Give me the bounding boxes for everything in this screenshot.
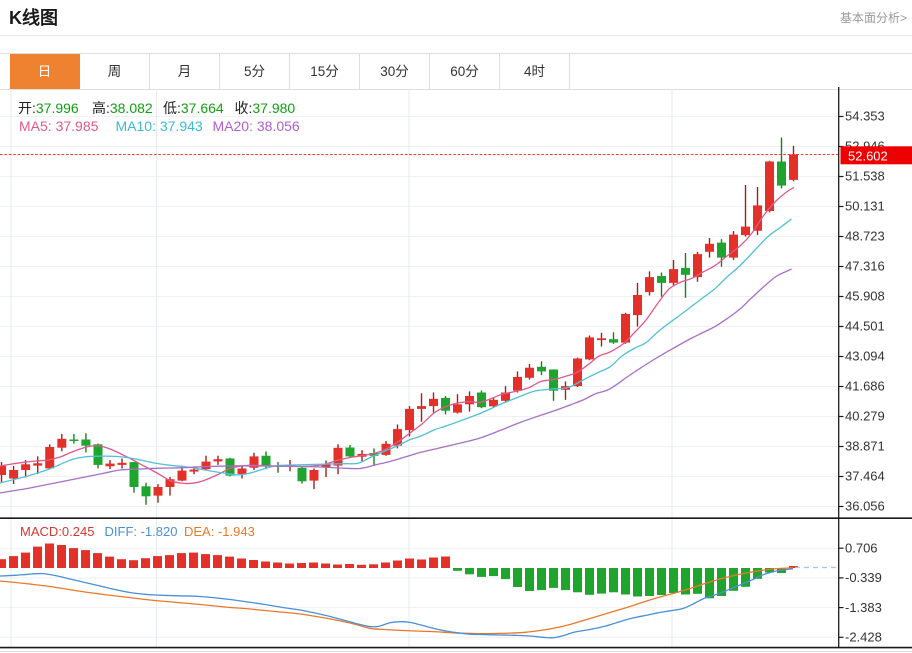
svg-text:51.538: 51.538 bbox=[845, 169, 885, 184]
svg-text:45.908: 45.908 bbox=[845, 289, 885, 304]
svg-text:54.353: 54.353 bbox=[845, 109, 885, 124]
svg-text:0.706: 0.706 bbox=[845, 540, 878, 555]
svg-text:47.316: 47.316 bbox=[845, 259, 885, 274]
svg-text:52.602: 52.602 bbox=[848, 148, 888, 163]
svg-text:40.279: 40.279 bbox=[845, 409, 885, 424]
svg-text:41.686: 41.686 bbox=[845, 379, 885, 394]
svg-text:44.501: 44.501 bbox=[845, 319, 885, 334]
svg-text:43.094: 43.094 bbox=[845, 349, 885, 364]
svg-text:-1.383: -1.383 bbox=[845, 600, 882, 615]
svg-text:-0.339: -0.339 bbox=[845, 570, 882, 585]
svg-text:38.871: 38.871 bbox=[845, 439, 885, 454]
svg-text:36.056: 36.056 bbox=[845, 499, 885, 514]
svg-text:-2.428: -2.428 bbox=[845, 630, 882, 645]
svg-text:50.131: 50.131 bbox=[845, 199, 885, 214]
svg-text:48.723: 48.723 bbox=[845, 229, 885, 244]
svg-text:37.464: 37.464 bbox=[845, 469, 885, 484]
